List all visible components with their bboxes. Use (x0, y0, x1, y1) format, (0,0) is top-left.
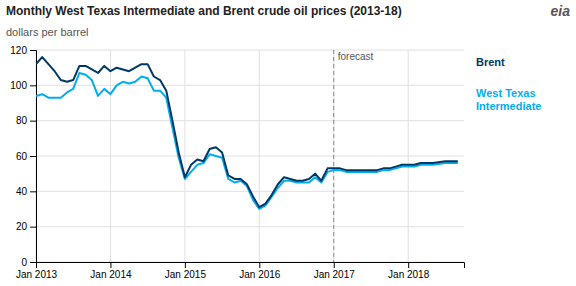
y-tick: 120 (10, 45, 36, 56)
grid-line (110, 50, 111, 262)
x-axis: Jan 2013 Jan 2014 Jan 2015 Jan 2016 Jan 2017… (16, 262, 465, 280)
y-tick: 0 (21, 257, 36, 268)
x-axis-line (37, 263, 465, 269)
grid-line (333, 50, 334, 262)
x-tick-label: Jan 2017 (314, 269, 356, 280)
x-tick-label: Jan 2014 (90, 269, 132, 280)
x-tick: Jan 2014 (90, 262, 132, 280)
y-tick-label: 80 (16, 115, 28, 126)
y-tick-mark (30, 262, 36, 263)
y-tick-label: 60 (16, 151, 28, 162)
x-tick-mark (185, 262, 186, 268)
logo: eia (551, 3, 571, 19)
x-tick-label: Jan 2013 (16, 269, 58, 280)
x-tick: Jan 2016 (239, 262, 281, 280)
y-tick-label: 120 (10, 45, 27, 56)
grid (36, 50, 464, 262)
title: Monthly West Texas Intermediate and Bren… (6, 4, 402, 18)
legend-entry-line: Intermediate (476, 100, 541, 112)
y-tick-mark (30, 156, 36, 157)
y-tick-label: 20 (16, 221, 28, 232)
legend-entry-line: Brent (476, 56, 505, 68)
y-tick-mark (30, 191, 36, 192)
y-tick: 80 (16, 115, 36, 126)
x-tick-mark (110, 262, 111, 268)
x-tick-mark (334, 262, 335, 268)
legend: Brent West TexasIntermediate (476, 56, 541, 112)
grid-line (36, 120, 464, 121)
legend-entry: West TexasIntermediate (476, 87, 541, 112)
y-tick-mark (30, 50, 36, 51)
plot: Jan 2013 Jan 2014 Jan 2015 Jan 2016 Jan 2017… (10, 45, 464, 280)
y-tick-mark (30, 227, 36, 228)
y-tick-mark (30, 85, 36, 86)
legend-entry-line: West Texas (476, 87, 536, 99)
x-tick: Jan 2015 (165, 262, 207, 280)
x-tick-label: Jan 2018 (388, 269, 430, 280)
x-tick-label: Jan 2016 (239, 269, 281, 280)
x-tick-label: Jan 2015 (165, 269, 207, 280)
annotation: forecast (338, 51, 374, 62)
y-axis: 0 20 40 60 80 100 120 (10, 45, 36, 268)
grid-line (408, 50, 409, 262)
x-tick-mark (259, 262, 260, 268)
grid-line (36, 50, 464, 51)
y-tick-mark (30, 121, 36, 122)
forecast-line (333, 50, 334, 262)
y-tick-label: 100 (10, 80, 27, 91)
grid-line (36, 85, 464, 86)
grid-line (184, 50, 185, 262)
chart: Monthly West Texas Intermediate and Bren… (0, 0, 576, 286)
series-line (36, 57, 458, 207)
grid-line (36, 226, 464, 227)
x-tick: Jan 2018 (388, 262, 430, 280)
y-axis-line (30, 51, 37, 263)
y-tick-label: 40 (16, 186, 28, 197)
marks (36, 50, 458, 262)
y-tick: 40 (16, 186, 36, 197)
y-axis-label: dollars per barrel (6, 26, 89, 38)
x-tick-mark (408, 262, 409, 268)
y-tick-label: 0 (21, 257, 27, 268)
grid-line (259, 50, 260, 262)
y-tick: 60 (16, 151, 36, 162)
legend-entry: Brent (476, 56, 505, 68)
x-tick: Jan 2017 (314, 262, 356, 280)
y-tick: 20 (16, 221, 36, 232)
y-tick: 100 (10, 80, 36, 91)
series-line (36, 73, 458, 209)
grid-line (36, 156, 464, 157)
